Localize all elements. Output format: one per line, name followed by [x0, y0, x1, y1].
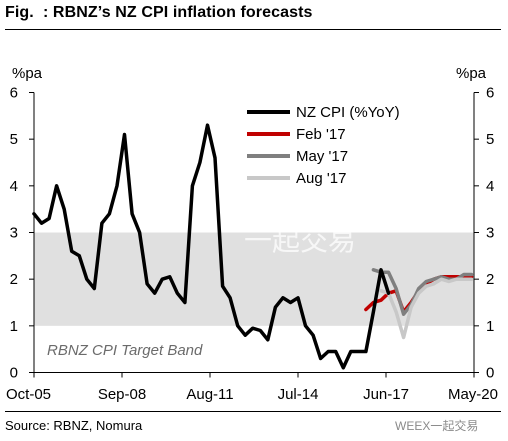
cpi-chart: 一起交易 RBNZ CPI Target Band 0 1 2 3 4 5 6 0 1 2 3 4 5… [6, 65, 498, 403]
right-tick-label: 3 [486, 225, 494, 242]
left-tick-label: 4 [10, 178, 18, 195]
figure-label: Fig. [5, 4, 34, 21]
left-tick-label: 0 [10, 365, 18, 382]
left-tick-label: 1 [10, 318, 18, 335]
left-tick-label: 6 [10, 85, 18, 102]
legend-label: May '17 [296, 148, 348, 165]
right-axis-ticks: 0 1 2 3 4 5 6 [474, 85, 494, 382]
left-tick-label: 3 [10, 225, 18, 242]
watermark-center: 一起交易 [244, 225, 356, 256]
x-tick-label: Jun-17 [363, 386, 409, 403]
figure-title: Fig. : RBNZ’s NZ CPI inflation forecasts [5, 4, 313, 22]
series-layer [32, 123, 474, 370]
right-tick-label: 4 [486, 178, 494, 195]
legend: NZ CPI (%YoY) Feb '17 May '17 Aug '17 [247, 104, 400, 187]
right-tick-label: 0 [486, 365, 494, 382]
x-tick-label: Sep-08 [98, 386, 146, 403]
legend-label: Feb '17 [296, 126, 346, 143]
series-line-0 [32, 123, 391, 370]
x-tick-label: Jul-14 [278, 386, 319, 403]
title-rule [5, 29, 501, 30]
left-axis-ticks: 0 1 2 3 4 5 6 [10, 85, 34, 382]
right-tick-label: 2 [486, 271, 494, 288]
left-tick-label: 2 [10, 271, 18, 288]
right-tick-label: 6 [486, 85, 494, 102]
x-tick-label: Aug-11 [186, 386, 233, 403]
legend-label: NZ CPI (%YoY) [296, 104, 400, 121]
series-line-3 [379, 277, 474, 340]
target-band-label: RBNZ CPI Target Band [47, 342, 203, 359]
bottom-rule [5, 411, 501, 412]
source-note: Source: RBNZ, Nomura [5, 418, 143, 433]
right-axis-unit: %pa [456, 65, 487, 82]
legend-label: Aug '17 [296, 170, 346, 187]
x-tick-label: Oct-05 [6, 386, 51, 403]
left-axis-unit: %pa [12, 65, 43, 82]
right-tick-label: 5 [486, 131, 494, 148]
watermark-bottom: WEEX一起交易 [395, 419, 479, 433]
right-tick-label: 1 [486, 318, 494, 335]
figure-title-text: : RBNZ’s NZ CPI inflation forecasts [42, 4, 313, 21]
left-tick-label: 5 [10, 131, 18, 148]
x-axis-ticks: Oct-05 Sep-08 Aug-11 Jul-14 Jun-17 May-20 [6, 372, 498, 403]
x-tick-label: May-20 [448, 386, 498, 403]
